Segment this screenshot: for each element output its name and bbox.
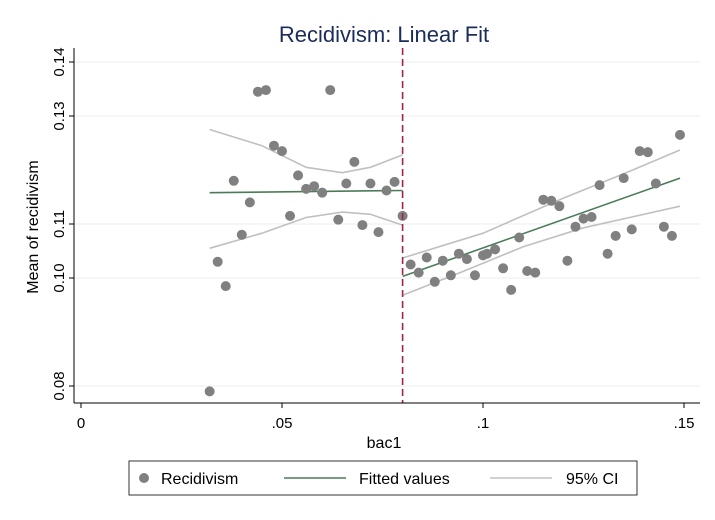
- data-point-36: [490, 244, 501, 255]
- legend-label-ci: 95% CI: [566, 471, 618, 488]
- data-point-6: [252, 86, 263, 97]
- data-point-57: [658, 221, 669, 232]
- data-point-25: [405, 259, 416, 270]
- data-point-37: [498, 263, 509, 274]
- data-point-7: [260, 85, 271, 96]
- data-point-45: [562, 255, 573, 266]
- data-point-27: [421, 252, 432, 263]
- y-tick-label-1: 0.10: [51, 263, 68, 292]
- fitted-line-1: [402, 177, 681, 278]
- ci-lines: [209, 128, 681, 297]
- data-point-9: [277, 146, 287, 157]
- ci-line-0: [209, 128, 403, 174]
- x-axis-label: bac1: [367, 435, 402, 452]
- x-ticks: 0 .05 .1 .15: [77, 403, 695, 432]
- data-point-59: [674, 129, 685, 140]
- data-point-10: [285, 210, 296, 221]
- data-point-20: [365, 178, 376, 189]
- data-point-8: [268, 140, 279, 151]
- data-point-53: [626, 224, 637, 235]
- legend-label-recidivism: Recidivism: [161, 471, 238, 488]
- ci-line-1: [209, 211, 403, 250]
- data-point-38: [506, 284, 517, 295]
- ci-line-3: [402, 205, 681, 297]
- data-point-22: [381, 185, 392, 196]
- data-point-48: [586, 211, 597, 222]
- legend: Recidivism Fitted values 95% CI: [128, 460, 638, 496]
- data-point-16: [333, 214, 344, 225]
- plot-background: [74, 48, 700, 403]
- data-point-44: [554, 201, 565, 212]
- y-axis-label: Mean of recidivism: [25, 160, 42, 293]
- data-point-56: [650, 178, 661, 189]
- data-point-26: [413, 267, 424, 278]
- data-point-30: [445, 270, 456, 281]
- data-point-42: [538, 194, 549, 205]
- legend-label-fitted: Fitted values: [359, 471, 450, 488]
- data-point-43: [546, 195, 557, 206]
- x-tick-label-0: 0: [77, 415, 85, 432]
- data-point-29: [437, 255, 448, 266]
- data-point-58: [666, 230, 677, 241]
- data-point-50: [602, 248, 613, 259]
- gridlines: [74, 61, 700, 387]
- data-point-41: [530, 267, 541, 278]
- data-point-54: [634, 146, 645, 157]
- axes: [73, 48, 700, 404]
- data-point-11: [293, 170, 304, 181]
- data-point-23: [389, 176, 400, 187]
- y-tick-label-3: 0.13: [51, 101, 68, 130]
- data-point-12: [301, 183, 312, 194]
- data-point-5: [244, 197, 255, 208]
- scatter-points: [204, 85, 685, 397]
- chart-title: Recidivism: Linear Fit: [279, 22, 489, 47]
- data-point-31: [453, 248, 464, 259]
- data-point-47: [578, 213, 589, 224]
- legend-box: [128, 460, 638, 496]
- data-point-49: [594, 180, 605, 191]
- x-tick-label-1: .05: [272, 415, 293, 432]
- y-ticks: 0.08 0.10 0.11 0.13 0.14: [51, 47, 74, 401]
- data-point-46: [570, 221, 581, 232]
- data-point-2: [220, 281, 231, 292]
- data-point-33: [469, 270, 480, 281]
- data-point-19: [357, 220, 368, 231]
- data-point-17: [341, 178, 352, 189]
- data-point-3: [228, 175, 239, 186]
- data-point-51: [610, 230, 621, 241]
- x-tick-label-2: .1: [477, 415, 490, 432]
- y-tick-label-0: 0.08: [51, 371, 68, 400]
- data-point-28: [429, 276, 440, 287]
- data-point-52: [618, 173, 629, 184]
- data-point-14: [317, 187, 328, 198]
- y-tick-label-4: 0.14: [51, 47, 68, 76]
- data-point-13: [309, 181, 320, 192]
- data-point-40: [522, 265, 533, 276]
- data-point-39: [514, 232, 525, 243]
- legend-marker-recidivism: [139, 473, 149, 483]
- data-point-4: [236, 229, 247, 240]
- data-point-32: [461, 254, 472, 265]
- ci-line-2: [402, 149, 681, 259]
- data-point-21: [373, 227, 384, 238]
- data-point-1: [212, 256, 223, 267]
- y-tick-label-2: 0.11: [51, 210, 68, 238]
- data-point-55: [642, 147, 653, 158]
- data-point-15: [325, 85, 336, 96]
- data-point-35: [482, 248, 493, 259]
- x-tick-label-3: .15: [674, 415, 695, 432]
- data-point-0: [204, 386, 215, 397]
- data-point-18: [349, 156, 360, 167]
